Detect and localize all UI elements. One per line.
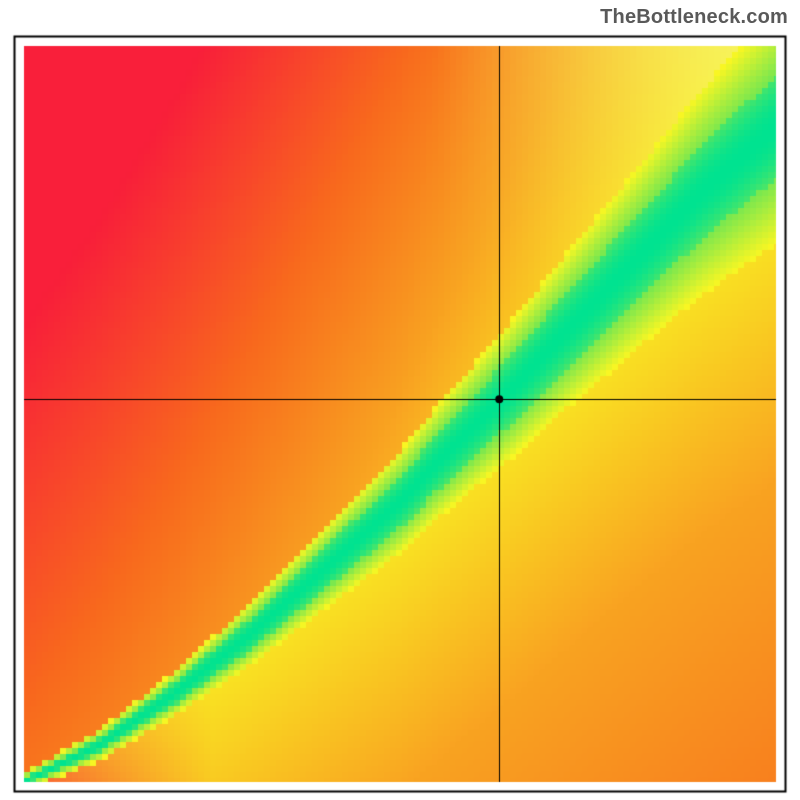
watermark-text: TheBottleneck.com bbox=[600, 6, 788, 29]
heatmap-canvas bbox=[0, 0, 800, 800]
chart-container: TheBottleneck.com bbox=[0, 0, 800, 800]
